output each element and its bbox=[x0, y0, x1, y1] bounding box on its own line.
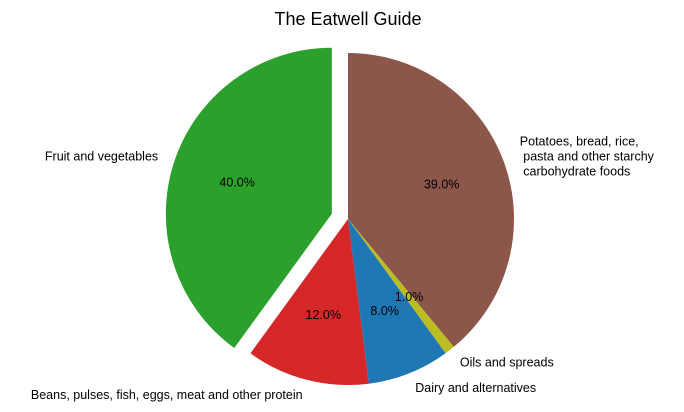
pct-label-oils-and-spreads: 1.0% bbox=[395, 290, 424, 304]
pie-slice-oils-and-spreads bbox=[348, 219, 454, 354]
pie-slice-dairy-and-alternatives bbox=[348, 219, 446, 384]
slice-label-oils-and-spreads: Oils and spreads bbox=[460, 356, 554, 370]
pct-label-potatoes-bread-rice: 39.0% bbox=[424, 178, 459, 192]
pct-label-fruit-and-vegetables: 40.0% bbox=[219, 175, 254, 189]
pie-slice-beans-pulses-fish-eggs-meat-and-other-protein bbox=[250, 219, 369, 385]
pie-slice-potatoes-bread-rice bbox=[348, 53, 515, 347]
percentage-labels: 39.0% 1.0%8.0% 12.0% 40.0% bbox=[219, 175, 459, 322]
slice-label-fruit-and-vegetables: Fruit and vegetables bbox=[45, 150, 158, 164]
pie-slices bbox=[165, 47, 515, 385]
pct-label-beans-pulses-fish-eggs-meat-and-other-protein: 12.0% bbox=[306, 308, 341, 322]
slice-label-potatoes-bread-rice: Potatoes, bread, rice, pasta and other s… bbox=[520, 134, 655, 178]
pct-label-dairy-and-alternatives: 8.0% bbox=[370, 304, 399, 318]
slice-labels: Potatoes, bread, rice, pasta and other s… bbox=[31, 134, 655, 402]
pie-slice-fruit-and-vegetables bbox=[165, 47, 332, 349]
chart-title: The Eatwell Guide bbox=[274, 9, 421, 29]
slice-label-beans-pulses-fish-eggs-meat-and-other-protein: Beans, pulses, fish, eggs, meat and othe… bbox=[31, 388, 303, 402]
slice-label-dairy-and-alternatives: Dairy and alternatives bbox=[415, 381, 536, 395]
